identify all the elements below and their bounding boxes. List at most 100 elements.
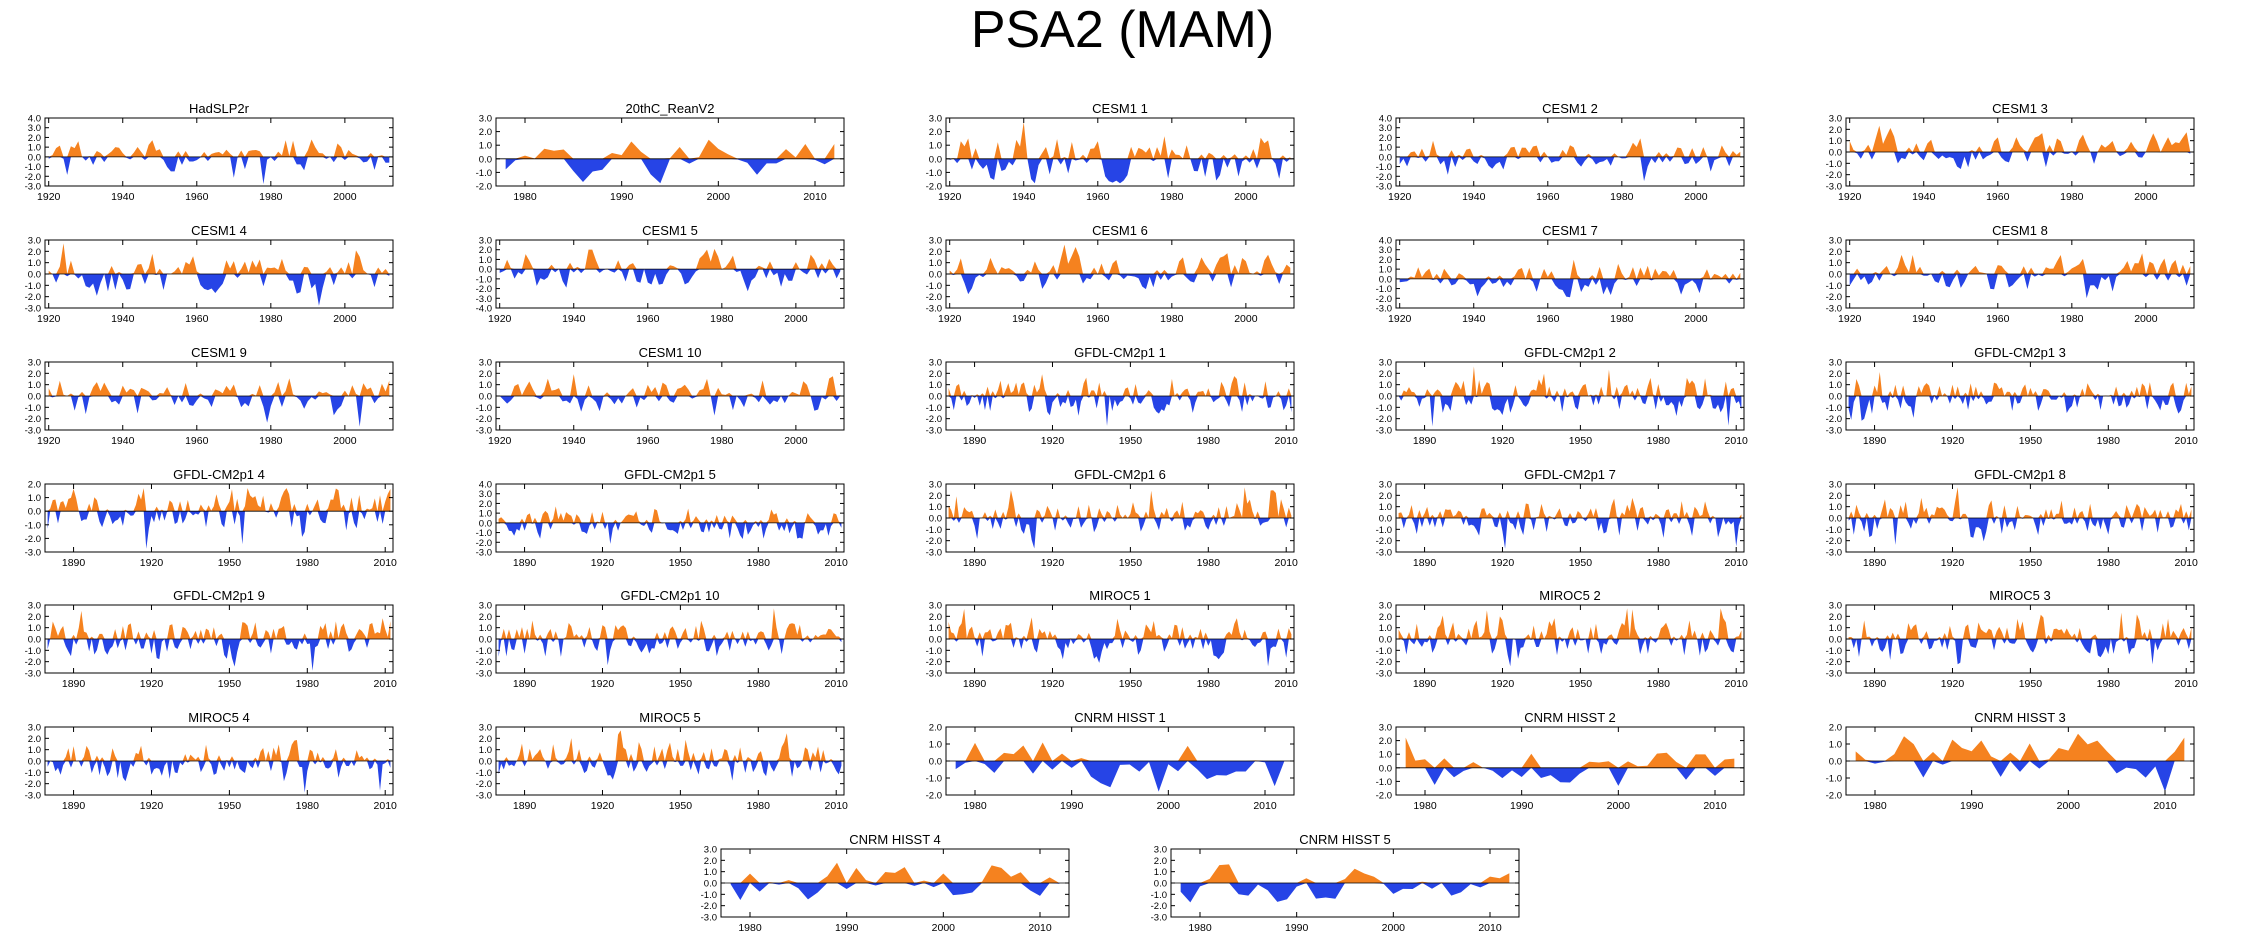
x-tick-label: 2010	[2175, 678, 2199, 690]
y-tick-label: 3.0	[28, 601, 41, 612]
plot-frame	[1395, 726, 1745, 796]
y-tick-label: 4.0	[1379, 236, 1392, 247]
plot-frame	[44, 483, 394, 553]
panel-cnrm-hisst-2: CNRM HISST 2 3.0 2.0 1.0 0.0 -1.0 -2.0 1980 1990…	[1376, 710, 1745, 812]
x-tick-label: 1890	[513, 800, 537, 812]
y-tick-label: 1.0	[929, 740, 942, 751]
positive-area	[1848, 612, 2192, 639]
y-tick-label: -3.0	[701, 913, 717, 924]
y-tick-label: -1.0	[1151, 890, 1167, 901]
y-tick-label: -3.0	[1376, 426, 1392, 437]
y-tick-label: 0.0	[28, 152, 41, 163]
y-tick-label: -3.0	[25, 669, 41, 680]
y-tick-label: 2.0	[1829, 723, 1842, 734]
x-tick-label: 1920	[37, 191, 61, 203]
positive-area	[948, 608, 1292, 639]
x-tick-label: 1990	[1510, 800, 1534, 812]
y-tick-label: -1.0	[1376, 284, 1392, 295]
y-tick-label: 3.0	[929, 480, 942, 491]
y-tick-label: 4.0	[479, 480, 492, 491]
y-tick-label: -1.0	[476, 528, 492, 539]
positive-area	[948, 487, 1292, 518]
panel-title: CESM1 5	[642, 223, 698, 238]
y-tick-label: 2.0	[28, 369, 41, 380]
x-tick-label: 1980	[710, 313, 734, 325]
negative-area	[1398, 639, 1742, 667]
y-tick-label: 2.0	[479, 499, 492, 510]
y-tick-label: -2.0	[926, 182, 942, 193]
y-tick-label: -2.0	[25, 292, 41, 303]
x-tick-label: 1920	[37, 313, 61, 325]
panel-title: MIROC5 1	[1089, 588, 1150, 603]
x-tick-label: 2010	[1275, 678, 1299, 690]
x-tick-label: 1980	[1197, 435, 1221, 447]
x-tick-label: 1950	[218, 800, 242, 812]
y-tick-label: 1.0	[1829, 740, 1842, 751]
x-tick-label: 1960	[1536, 191, 1560, 203]
x-tick-label: 1920	[1388, 313, 1412, 325]
y-tick-label: 3.0	[929, 114, 942, 125]
x-tick-label: 1950	[218, 678, 242, 690]
y-tick-label: 3.0	[1379, 723, 1392, 734]
panel-title: GFDL-CM2p1 10	[621, 588, 720, 603]
x-tick-label: 1940	[1012, 313, 1036, 325]
x-tick-label: 2010	[374, 557, 398, 569]
negative-area	[949, 158, 1291, 184]
panel-gfdl-cm2p1-9: GFDL-CM2p1 9 3.02.01.00.0-1.0-2.0-3.0 1890…	[25, 588, 397, 690]
y-tick-label: -2.0	[926, 292, 942, 303]
y-tick-label: 3.0	[28, 123, 41, 134]
positive-area	[1405, 737, 1735, 768]
x-tick-label: 1920	[140, 800, 164, 812]
y-tick-label: -2.0	[926, 791, 942, 802]
x-tick-label: 1890	[1413, 678, 1437, 690]
x-tick-label: 2000	[1234, 313, 1258, 325]
negative-area	[48, 396, 390, 427]
x-tick-label: 1980	[259, 313, 283, 325]
x-tick-label: 1940	[111, 435, 135, 447]
y-tick-label: -1.0	[926, 646, 942, 657]
x-tick-label: 1960	[636, 435, 660, 447]
y-tick-label: 2.0	[1829, 612, 1842, 623]
x-tick-label: 1980	[296, 800, 320, 812]
y-tick-label: 1.0	[1829, 502, 1842, 513]
negative-area	[1405, 767, 1735, 786]
panel-title: CESM1 8	[1992, 223, 2048, 238]
y-tick-label: 2.0	[929, 723, 942, 734]
y-tick-label: -2.0	[25, 172, 41, 183]
y-tick-label: -1.0	[476, 646, 492, 657]
y-tick-label: 2.0	[1379, 133, 1392, 144]
y-tick-label: 3.0	[479, 601, 492, 612]
plot-frame	[495, 239, 845, 309]
panel-gfdl-cm2p1-1: GFDL-CM2p1 1 3.02.01.00.0-1.0-2.0-3.0 1890…	[926, 345, 1298, 447]
x-tick-label: 2010	[2153, 800, 2177, 812]
y-tick-label: -2.0	[25, 534, 41, 545]
y-tick-label: 1.0	[1829, 623, 1842, 634]
negative-area	[505, 158, 835, 184]
y-tick-label: 0.0	[28, 635, 41, 646]
y-tick-label: 3.0	[1379, 480, 1392, 491]
panel-title: GFDL-CM2p1 8	[1974, 467, 2066, 482]
y-tick-label: 1.0	[1379, 623, 1392, 634]
y-tick-label: 0.0	[929, 154, 942, 165]
y-tick-label: 3.0	[1379, 601, 1392, 612]
negative-area	[955, 761, 1285, 792]
positive-area	[48, 378, 390, 396]
x-tick-label: 1980	[2097, 435, 2121, 447]
x-tick-label: 1920	[1941, 557, 1965, 569]
x-tick-label: 2010	[1253, 800, 1277, 812]
x-tick-label: 1950	[669, 800, 693, 812]
y-tick-label: 0.0	[479, 392, 492, 403]
x-tick-label: 1950	[2019, 557, 2043, 569]
x-tick-label: 1940	[1462, 313, 1486, 325]
x-tick-label: 2010	[803, 191, 827, 203]
x-tick-label: 1990	[1060, 800, 1084, 812]
y-tick-label: -2.0	[1376, 414, 1392, 425]
y-tick-label: 3.0	[1829, 114, 1842, 125]
x-tick-label: 1920	[1041, 435, 1065, 447]
x-tick-label: 1920	[1491, 557, 1515, 569]
y-tick-label: 3.0	[479, 236, 492, 247]
